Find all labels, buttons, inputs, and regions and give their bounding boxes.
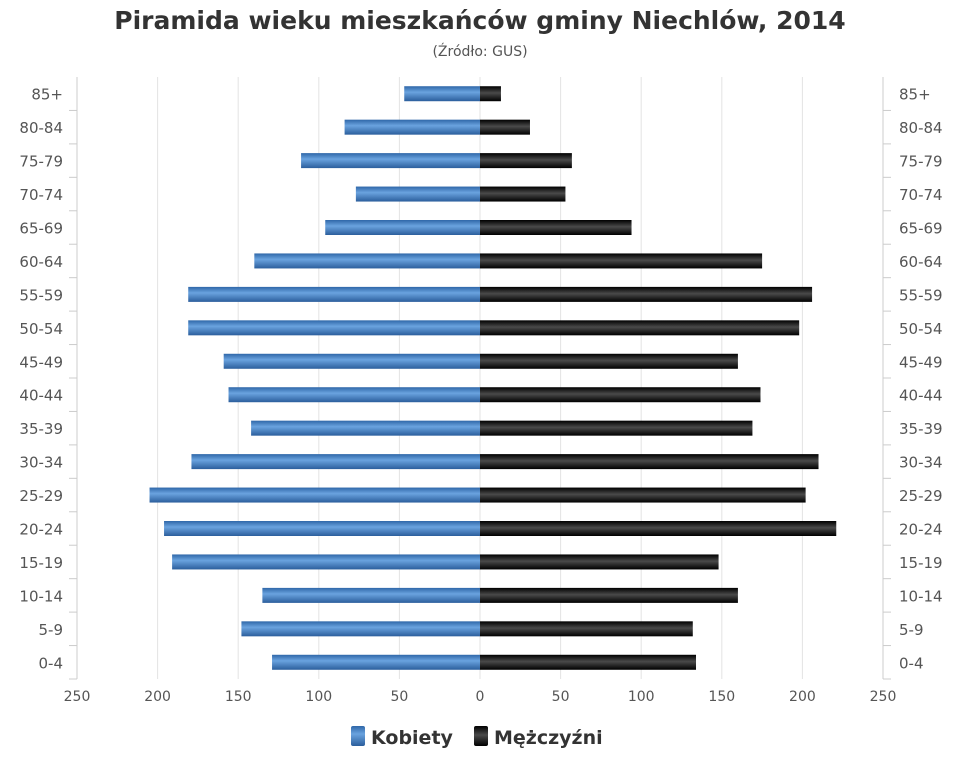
bar-kobiety (272, 654, 480, 670)
bar-mezczyzni (480, 286, 813, 302)
category-label-right: 35-39 (899, 420, 943, 438)
bar-mezczyzni (480, 186, 566, 202)
x-tick-label: 150 (225, 689, 252, 705)
category-label-left: 0-4 (39, 654, 64, 672)
category-label-left: 10-14 (19, 587, 63, 605)
bar-mezczyzni (480, 487, 806, 503)
x-tick-label: 50 (390, 689, 408, 705)
bar-mezczyzni (480, 119, 530, 135)
x-tick-label: 250 (870, 689, 897, 705)
bar-kobiety (251, 420, 480, 436)
x-tick-label: 150 (708, 689, 735, 705)
category-label-right: 15-19 (899, 554, 943, 572)
category-label-right: 65-69 (899, 220, 943, 238)
bar-kobiety (164, 521, 480, 536)
bar-mezczyzni (480, 454, 819, 470)
bar-mezczyzni (480, 220, 632, 235)
category-label-right: 20-24 (899, 521, 943, 539)
bar-kobiety (228, 387, 480, 403)
bar-kobiety (188, 286, 480, 302)
category-label-right: 0-4 (899, 654, 924, 672)
category-label-right: 5-9 (899, 621, 924, 639)
chart-title: Piramida wieku mieszkańców gminy Niechló… (114, 6, 846, 35)
category-label-right: 55-59 (899, 286, 943, 304)
bar-kobiety (172, 554, 480, 570)
category-label-left: 70-74 (19, 186, 63, 204)
category-label-right: 70-74 (899, 186, 943, 204)
category-label-left: 55-59 (19, 286, 63, 304)
category-label-left: 60-64 (19, 253, 63, 271)
bar-kobiety (241, 621, 480, 637)
category-label-left: 20-24 (19, 521, 63, 539)
bar-mezczyzni (480, 554, 719, 570)
bar-kobiety (404, 86, 480, 102)
bar-kobiety (188, 320, 480, 336)
category-label-right: 30-34 (899, 454, 943, 472)
bar-mezczyzni (480, 86, 501, 102)
bar-mezczyzni (480, 621, 693, 637)
legend-label-kobiety: Kobiety (371, 727, 454, 749)
x-tick-label: 100 (628, 689, 655, 705)
category-label-left: 40-44 (19, 387, 63, 405)
x-tick-label: 0 (476, 689, 485, 705)
category-label-right: 75-79 (899, 153, 943, 171)
x-tick-label: 50 (552, 689, 570, 705)
chart-subtitle: (Źródło: GUS) (432, 44, 528, 60)
category-label-left: 45-49 (19, 353, 63, 371)
category-label-right: 60-64 (899, 253, 943, 271)
category-label-right: 25-29 (899, 487, 943, 505)
legend-swatch-mezczyzni (474, 726, 488, 746)
x-tick-label: 200 (144, 689, 171, 705)
bar-kobiety (325, 220, 480, 235)
category-label-left: 5-9 (39, 621, 64, 639)
bar-mezczyzni (480, 654, 697, 670)
category-label-left: 25-29 (19, 487, 63, 505)
category-label-right: 80-84 (899, 119, 943, 137)
category-label-left: 65-69 (19, 220, 63, 238)
bar-kobiety (262, 587, 480, 603)
category-label-left: 15-19 (19, 554, 63, 572)
bar-kobiety (355, 186, 480, 202)
category-label-left: 85+ (31, 86, 63, 104)
category-label-left: 80-84 (19, 119, 63, 137)
x-tick-label: 100 (305, 689, 332, 705)
bar-mezczyzni (480, 153, 572, 169)
bar-kobiety (254, 253, 480, 269)
category-label-left: 30-34 (19, 454, 63, 472)
bar-kobiety (223, 353, 480, 369)
bar-mezczyzni (480, 587, 738, 603)
bar-kobiety (301, 153, 480, 169)
bar-mezczyzni (480, 387, 761, 403)
legend-label-mezczyzni: Mężczyźni (494, 727, 603, 749)
bar-mezczyzni (480, 420, 753, 436)
category-label-right: 85+ (899, 86, 931, 104)
category-label-right: 40-44 (899, 387, 943, 405)
category-label-right: 10-14 (899, 587, 943, 605)
bar-mezczyzni (480, 353, 738, 369)
bar-kobiety (149, 487, 481, 503)
category-label-right: 50-54 (899, 320, 943, 338)
bar-kobiety (191, 454, 480, 470)
bar-mezczyzni (480, 521, 837, 536)
category-label-left: 35-39 (19, 420, 63, 438)
x-tick-label: 250 (64, 689, 91, 705)
legend-swatch-kobiety (351, 726, 365, 746)
x-tick-label: 200 (789, 689, 816, 705)
bar-mezczyzni (480, 253, 763, 269)
category-label-right: 45-49 (899, 353, 943, 371)
category-label-left: 75-79 (19, 153, 63, 171)
category-label-left: 50-54 (19, 320, 63, 338)
bar-mezczyzni (480, 320, 800, 336)
bar-kobiety (344, 119, 480, 135)
